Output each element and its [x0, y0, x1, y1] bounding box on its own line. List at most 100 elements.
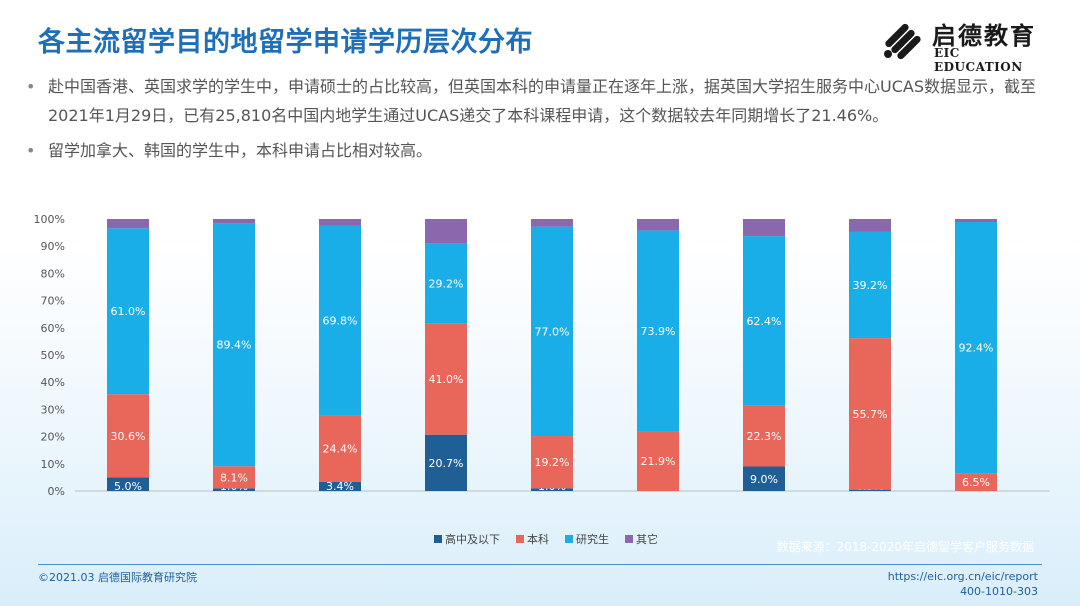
- y-tick-label: 20%: [41, 431, 65, 444]
- bar-segment: [213, 466, 255, 489]
- data-label: 41.0%: [429, 373, 464, 386]
- category-label: 英国: [223, 504, 245, 505]
- bullet-item: 留学加拿大、韩国的学生中，本科申请占比相对较高。: [22, 136, 1062, 165]
- bar-segment: [743, 236, 785, 406]
- bar-segment: [425, 243, 467, 324]
- logo-text-en: EIC EDUCATION: [934, 46, 1023, 74]
- bar-segment: [425, 434, 467, 491]
- data-label: 77.0%: [535, 325, 570, 338]
- data-label: 61.0%: [111, 305, 146, 318]
- y-tick-label: 10%: [41, 458, 65, 471]
- y-tick-label: 40%: [41, 376, 65, 389]
- data-label: 62.4%: [747, 315, 782, 328]
- legend-swatch: [565, 535, 573, 543]
- bar-segment: [319, 219, 361, 226]
- legend-item: 高中及以下: [434, 531, 500, 547]
- footer-url: https://eic.org.cn/eic/report: [887, 570, 1038, 583]
- category-label: 法国: [647, 504, 669, 505]
- y-tick-label: 0%: [48, 485, 65, 498]
- bar-segment: [213, 219, 255, 224]
- legend-swatch: [434, 535, 442, 543]
- data-label: 5.0%: [114, 480, 142, 493]
- bar-segment: [849, 219, 891, 232]
- legend-label: 高中及以下: [445, 533, 500, 546]
- bar-segment: [425, 323, 467, 435]
- chart-legend: 高中及以下 本科 研究生 其它: [434, 531, 658, 547]
- footer-phone: 400-1010-303: [960, 585, 1038, 598]
- top-bar: [0, 0, 1080, 6]
- bar-segment: [849, 489, 891, 491]
- data-label: 6.5%: [962, 476, 990, 489]
- data-label: 69.8%: [323, 314, 358, 327]
- y-tick-label: 60%: [41, 322, 65, 335]
- bar-segment: [107, 394, 149, 478]
- bar-segment: [849, 231, 891, 339]
- logo-text-cn: 启德教育: [932, 22, 1036, 50]
- eic-logo-icon: [884, 23, 921, 60]
- category-label: 韩国: [859, 504, 881, 505]
- data-label: 55.7%: [853, 408, 888, 421]
- bar-segment: [849, 338, 891, 490]
- stacked-bar-chart: 0% 10% 20% 30% 40% 50% 60% 70% 80% 90% 100% 5.0% 30.…: [34, 213, 1050, 505]
- data-label: 9.0%: [750, 473, 778, 486]
- data-label: 89.4%: [217, 339, 252, 352]
- data-label: 21.9%: [641, 455, 676, 468]
- bar-segment: [213, 488, 255, 491]
- bullet-item: 赴中国香港、英国求学的学生中，申请硕士的占比较高，但英国本科的申请量正在逐年上涨…: [22, 72, 1062, 130]
- legend-label: 其它: [636, 533, 658, 546]
- bar-segment: [637, 219, 679, 231]
- bar-segment: [743, 466, 785, 491]
- legend-swatch: [516, 535, 524, 543]
- bar-segment: [531, 488, 573, 491]
- data-label: 20.7%: [429, 457, 464, 470]
- data-label: 29.2%: [429, 277, 464, 290]
- footer-copyright: ©2021.03 启德国际教育研究院: [38, 571, 197, 584]
- y-tick-label: 90%: [41, 240, 65, 253]
- bar-segment: [531, 436, 573, 489]
- bar-segment: [107, 228, 149, 395]
- category-label: 加拿大: [430, 504, 463, 505]
- y-tick-label: 50%: [41, 349, 65, 362]
- legend-item: 研究生: [565, 531, 609, 547]
- page-title: 各主流留学目的地留学申请学历层次分布: [38, 27, 533, 58]
- footer-divider: [38, 564, 1042, 565]
- bar-segment: [637, 230, 679, 432]
- footer-contact: https://eic.org.cn/eic/report 400-1010-3…: [888, 569, 1038, 599]
- bar-segment: [743, 405, 785, 467]
- data-label: 39.2%: [853, 279, 888, 292]
- bar-segment: [319, 225, 361, 416]
- bar-segment: [107, 219, 149, 229]
- bar-segment: [425, 219, 467, 244]
- y-tick-label: 80%: [41, 267, 65, 280]
- bar-segment: [955, 219, 997, 222]
- category-label: 德国: [541, 504, 563, 505]
- bar-segment: [743, 219, 785, 237]
- data-source: 数据来源：2018-2020年启德留学客户服务数据: [776, 540, 1034, 554]
- data-label: 8.1%: [220, 471, 248, 484]
- legend-item: 本科: [516, 531, 549, 547]
- bullet-list: 赴中国香港、英国求学的学生中，申请硕士的占比较高，但英国本科的申请量正在逐年上涨…: [22, 72, 1062, 165]
- brand-logo: 启德教育 EIC EDUCATION: [880, 14, 1050, 74]
- y-tick-label: 100%: [34, 213, 65, 226]
- data-label: 24.4%: [323, 443, 358, 456]
- bar-segment: [637, 431, 679, 491]
- bar-segment: [213, 223, 255, 467]
- legend-item: 其它: [625, 531, 658, 547]
- data-label: 73.9%: [641, 325, 676, 338]
- bar-segment: [955, 221, 997, 474]
- y-tick-label: 30%: [41, 403, 65, 416]
- bar-segment: [531, 226, 573, 437]
- bar-segment: [955, 473, 997, 491]
- data-label: 19.2%: [535, 456, 570, 469]
- data-label: 92.4%: [959, 342, 994, 355]
- y-tick-label: 70%: [41, 295, 65, 308]
- legend-label: 本科: [527, 533, 549, 546]
- bar-segment: [319, 481, 361, 491]
- category-label: 日本: [753, 504, 775, 505]
- bar-segment: [107, 477, 149, 491]
- legend-swatch: [625, 535, 633, 543]
- legend-label: 研究生: [576, 533, 609, 546]
- bar-segment: [531, 219, 573, 227]
- category-label: 澳大利亚: [318, 504, 362, 505]
- bar-segment: [319, 415, 361, 482]
